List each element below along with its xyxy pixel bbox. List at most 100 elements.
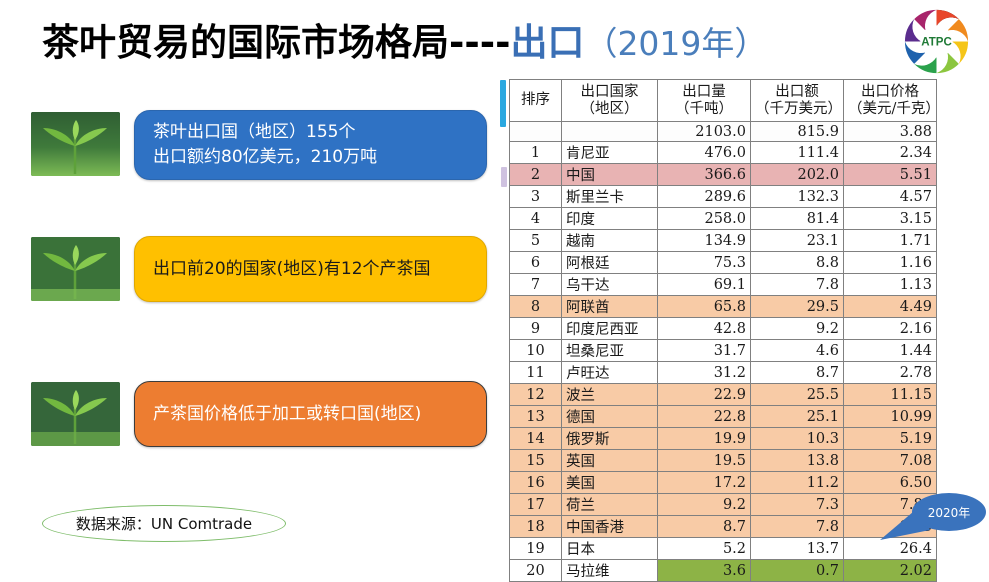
cell-country[interactable]: 印度	[561, 207, 658, 230]
table-row[interactable]: 19 日本 5.2 13.7 26.4	[509, 537, 937, 560]
cell-price[interactable]: 4.49	[843, 295, 937, 318]
callout-price[interactable]: 产茶国价格低于加工或转口国(地区)	[134, 381, 487, 447]
cell-price[interactable]: 2.78	[843, 361, 937, 384]
cell-rank[interactable]: 18	[509, 515, 562, 538]
cell-rank[interactable]: 15	[509, 449, 562, 472]
cell-volume[interactable]: 476.0	[657, 141, 751, 164]
cell-price[interactable]: 5.51	[843, 163, 937, 186]
table-row[interactable]: 3 斯里兰卡 289.6 132.3 4.57	[509, 185, 937, 208]
cell-country[interactable]: 卢旺达	[561, 361, 658, 384]
cell-country[interactable]: 英国	[561, 449, 658, 472]
table-row[interactable]: 20 马拉维 3.6 0.7 2.02	[509, 559, 937, 582]
cell-price[interactable]: 1.16	[843, 251, 937, 274]
table-row[interactable]: 12 波兰 22.9 25.5 11.15	[509, 383, 937, 406]
cell-volume[interactable]: 258.0	[657, 207, 751, 230]
cell-price[interactable]: 1.13	[843, 273, 937, 296]
export-data-table[interactable]: 排序 出口国家 （地区） 出口量 （千吨） 出口额 （千万美元） 出口价格	[509, 79, 937, 582]
cell-volume[interactable]: 3.6	[657, 559, 751, 582]
callout-top20[interactable]: 出口前20的国家(地区)有12个产茶国	[134, 236, 487, 302]
cell-price[interactable]: 2.02	[843, 559, 937, 582]
table-row[interactable]: 8 阿联酋 65.8 29.5 4.49	[509, 295, 937, 318]
cell-price[interactable]: 26.4	[843, 537, 937, 560]
cell-volume[interactable]: 134.9	[657, 229, 751, 252]
cell-volume[interactable]: 31.2	[657, 361, 751, 384]
cell-rank[interactable]: 14	[509, 427, 562, 450]
cell-country[interactable]: 乌干达	[561, 273, 658, 296]
cell-country[interactable]: 斯里兰卡	[561, 185, 658, 208]
cell-value[interactable]: 25.5	[750, 383, 844, 406]
cell-price[interactable]: 2.16	[843, 317, 937, 340]
cell-country[interactable]	[561, 121, 658, 142]
table-row[interactable]: 11 卢旺达 31.2 8.7 2.78	[509, 361, 937, 384]
cell-volume[interactable]: 9.2	[657, 493, 751, 516]
cell-value[interactable]: 132.3	[750, 185, 844, 208]
cell-rank[interactable]: 5	[509, 229, 562, 252]
cell-value[interactable]: 7.3	[750, 493, 844, 516]
cell-country[interactable]: 马拉维	[561, 559, 658, 582]
cell-value[interactable]: 13.8	[750, 449, 844, 472]
cell-rank[interactable]: 17	[509, 493, 562, 516]
cell-volume[interactable]: 22.8	[657, 405, 751, 428]
cell-value[interactable]: 4.6	[750, 339, 844, 362]
cell-value[interactable]: 9.2	[750, 317, 844, 340]
cell-country[interactable]: 中国	[561, 163, 658, 186]
cell-value[interactable]: 29.5	[750, 295, 844, 318]
cell-volume[interactable]: 19.9	[657, 427, 751, 450]
cell-country[interactable]: 肯尼亚	[561, 141, 658, 164]
cell-country[interactable]: 越南	[561, 229, 658, 252]
cell-country[interactable]: 美国	[561, 471, 658, 494]
cell-price[interactable]: 4.57	[843, 185, 937, 208]
cell-price[interactable]: 11.15	[843, 383, 937, 406]
cell-volume[interactable]: 17.2	[657, 471, 751, 494]
cell-country[interactable]: 德国	[561, 405, 658, 428]
cell-rank[interactable]: 8	[509, 295, 562, 318]
cell-value[interactable]: 7.8	[750, 515, 844, 538]
table-row[interactable]: 13 德国 22.8 25.1 10.99	[509, 405, 937, 428]
cell-country[interactable]: 坦桑尼亚	[561, 339, 658, 362]
cell-value[interactable]: 8.8	[750, 251, 844, 274]
cell-volume[interactable]: 42.8	[657, 317, 751, 340]
cell-price[interactable]: 5.19	[843, 427, 937, 450]
cell-value[interactable]: 13.7	[750, 537, 844, 560]
cell-volume[interactable]: 366.6	[657, 163, 751, 186]
cell-price[interactable]: 1.71	[843, 229, 937, 252]
cell-value[interactable]: 11.2	[750, 471, 844, 494]
table-row[interactable]: 1 肯尼亚 476.0 111.4 2.34	[509, 141, 937, 164]
cell-value[interactable]: 81.4	[750, 207, 844, 230]
table-row[interactable]: 18 中国香港 8.7 7.8 9.03	[509, 515, 937, 538]
table-row[interactable]: 7 乌干达 69.1 7.8 1.13	[509, 273, 937, 296]
cell-volume[interactable]: 8.7	[657, 515, 751, 538]
cell-rank[interactable]: 6	[509, 251, 562, 274]
cell-country[interactable]: 阿联酋	[561, 295, 658, 318]
cell-volume[interactable]: 289.6	[657, 185, 751, 208]
table-row[interactable]: 14 俄罗斯 19.9 10.3 5.19	[509, 427, 937, 450]
cell-value[interactable]: 0.7	[750, 559, 844, 582]
cell-volume[interactable]: 5.2	[657, 537, 751, 560]
cell-value[interactable]: 202.0	[750, 163, 844, 186]
cell-country[interactable]: 阿根廷	[561, 251, 658, 274]
cell-price[interactable]: 6.50	[843, 471, 937, 494]
cell-country[interactable]: 日本	[561, 537, 658, 560]
cell-rank[interactable]: 4	[509, 207, 562, 230]
cell-value[interactable]: 111.4	[750, 141, 844, 164]
cell-rank[interactable]: 1	[509, 141, 562, 164]
cell-price[interactable]: 2.34	[843, 141, 937, 164]
cell-price[interactable]: 7.08	[843, 449, 937, 472]
table-row[interactable]: 6 阿根廷 75.3 8.8 1.16	[509, 251, 937, 274]
cell-price[interactable]: 10.99	[843, 405, 937, 428]
cell-country[interactable]: 中国香港	[561, 515, 658, 538]
cell-price[interactable]: 3.15	[843, 207, 937, 230]
table-row[interactable]: 4 印度 258.0 81.4 3.15	[509, 207, 937, 230]
cell-volume[interactable]: 65.8	[657, 295, 751, 318]
cell-volume[interactable]: 2103.0	[657, 121, 751, 142]
cell-value[interactable]: 8.7	[750, 361, 844, 384]
cell-rank[interactable]: 11	[509, 361, 562, 384]
cell-rank[interactable]: 12	[509, 383, 562, 406]
cell-rank[interactable]: 2	[509, 163, 562, 186]
cell-value[interactable]: 10.3	[750, 427, 844, 450]
callout-exporters[interactable]: 茶叶出口国（地区）155个 出口额约80亿美元，210万吨	[134, 110, 487, 180]
table-row[interactable]: 10 坦桑尼亚 31.7 4.6 1.44	[509, 339, 937, 362]
cell-rank[interactable]: 19	[509, 537, 562, 560]
cell-volume[interactable]: 69.1	[657, 273, 751, 296]
